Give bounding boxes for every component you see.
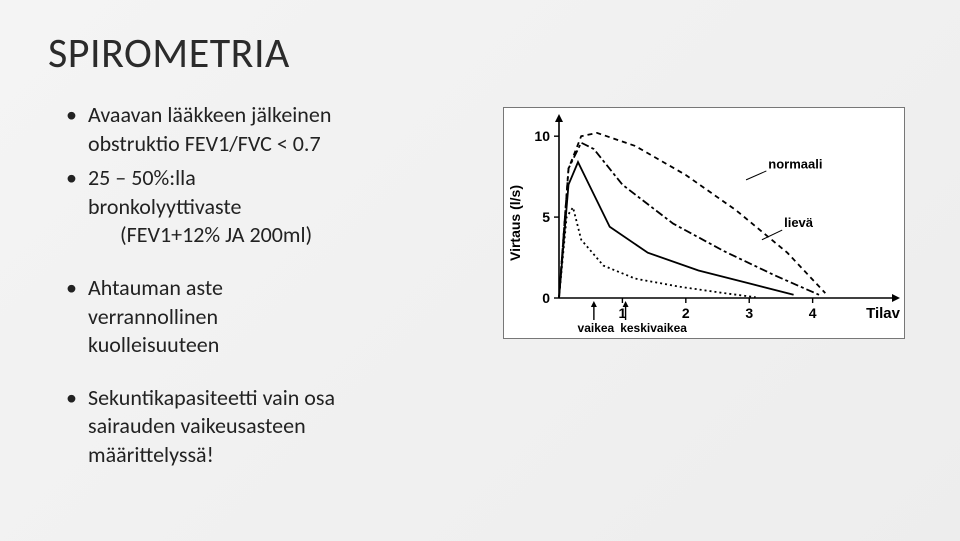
svg-text:keskivaikea: keskivaikea	[620, 321, 687, 335]
chart-column: 05101234Virtaus (l/s)Tilavnormaalilieväv…	[496, 101, 912, 339]
chart-svg: 05101234Virtaus (l/s)Tilavnormaalilieväv…	[504, 108, 904, 338]
bullet-1: Avaavan lääkkeen jälkeinen obstruktio FE…	[66, 101, 496, 158]
bullet-4-line-3: määrittelyssä!	[88, 441, 214, 468]
svg-text:4: 4	[809, 305, 817, 321]
svg-text:normaali: normaali	[768, 157, 822, 172]
spirometry-chart: 05101234Virtaus (l/s)Tilavnormaalilieväv…	[503, 107, 905, 339]
svg-text:10: 10	[534, 128, 550, 144]
text-column: Avaavan lääkkeen jälkeinen obstruktio FE…	[48, 101, 496, 476]
slide: SPIROMETRIA Avaavan lääkkeen jälkeinen o…	[0, 0, 960, 541]
svg-text:Tilav: Tilav	[866, 305, 901, 322]
bullet-1-line-1: Avaavan lääkkeen jälkeinen	[88, 101, 331, 128]
bullet-2-line-1: 25 – 50%:lla	[88, 164, 196, 191]
bullet-list: Avaavan lääkkeen jälkeinen obstruktio FE…	[66, 101, 496, 470]
svg-text:3: 3	[745, 305, 753, 321]
bullet-4-line-1: Sekuntikapasiteetti vain osa	[88, 384, 335, 411]
slide-title: SPIROMETRIA	[48, 28, 912, 79]
bullet-3-line-3: kuolleisuuteen	[88, 331, 219, 358]
bullet-3-line-1: Ahtauman aste	[88, 274, 223, 301]
bullet-3-line-2: verrannollinen	[88, 303, 218, 330]
bullet-4: Sekuntikapasiteetti vain osa sairauden v…	[66, 384, 496, 470]
svg-text:0: 0	[542, 290, 550, 306]
svg-text:vaikea: vaikea	[578, 321, 615, 335]
bullet-2-line-2: bronkolyyttivaste	[88, 193, 242, 220]
svg-text:Virtaus (l/s): Virtaus (l/s)	[507, 185, 523, 261]
svg-text:lievä: lievä	[784, 215, 814, 230]
svg-text:5: 5	[542, 209, 550, 225]
bullet-2: 25 – 50%:lla bronkolyyttivaste (FEV1+12%…	[66, 164, 496, 250]
bullet-1-line-2: obstruktio FEV1/FVC < 0.7	[88, 130, 321, 157]
bullet-4-line-2: sairauden vaikeusasteen	[88, 412, 306, 439]
bullet-2-sub: (FEV1+12% JA 200ml)	[88, 221, 496, 250]
content-layout: Avaavan lääkkeen jälkeinen obstruktio FE…	[48, 101, 912, 476]
svg-text:2: 2	[682, 305, 690, 321]
bullet-3: Ahtauman aste verrannollinen kuolleisuut…	[66, 274, 496, 360]
